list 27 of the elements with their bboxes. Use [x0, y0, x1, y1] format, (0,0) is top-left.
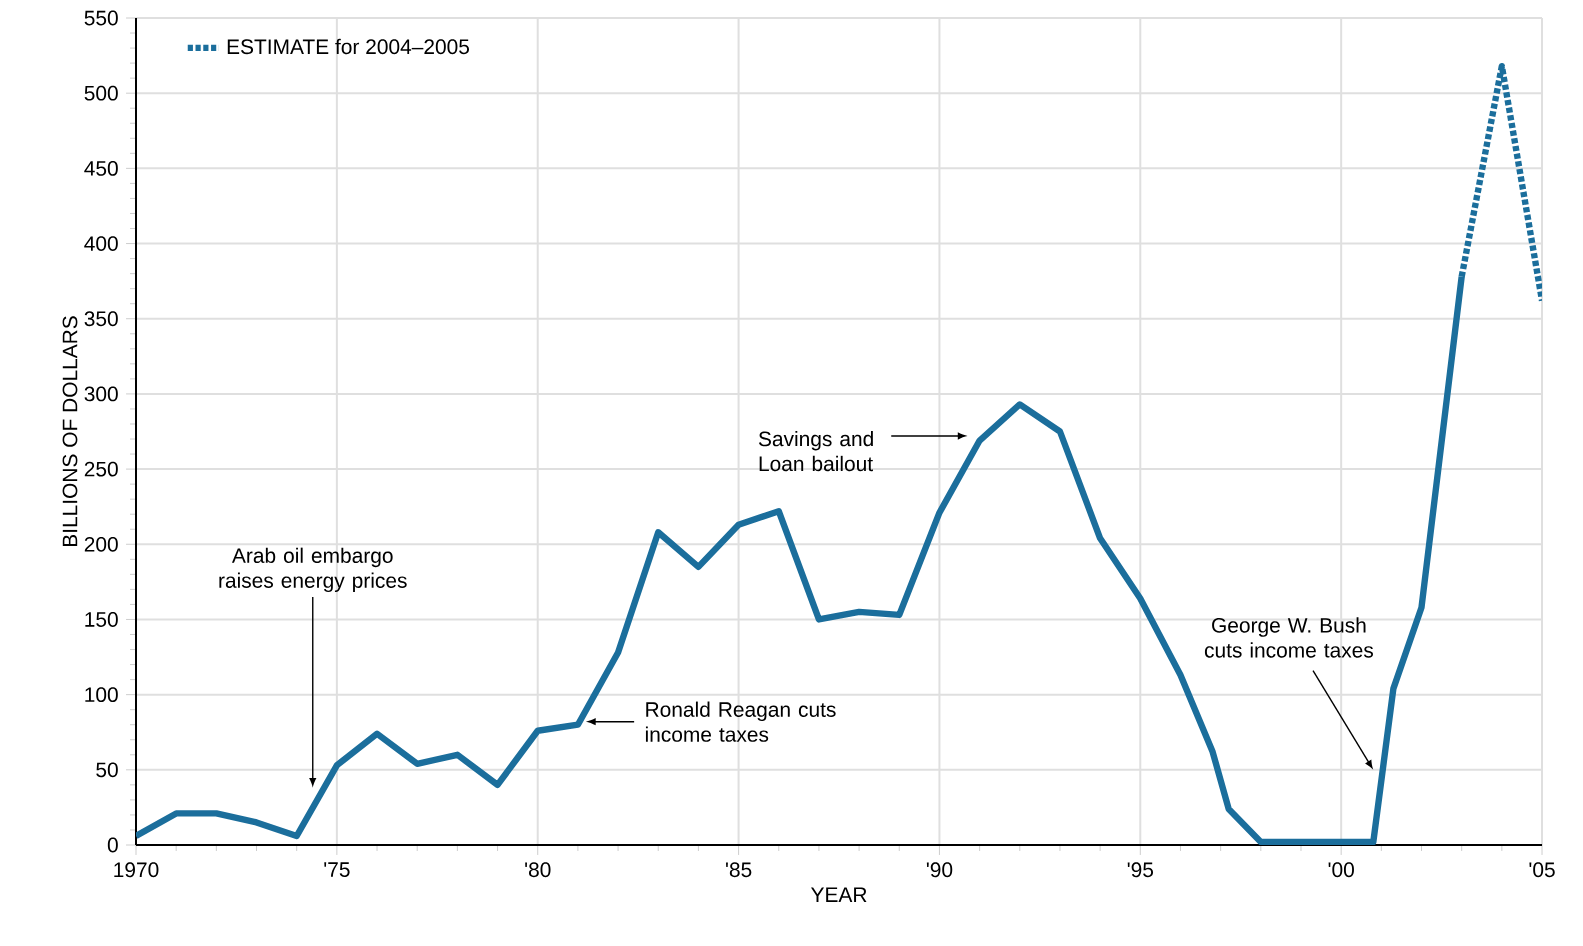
y-tick-label: 300: [84, 386, 118, 402]
legend-label: ESTIMATE for 2004–2005: [227, 38, 470, 55]
annotation: Savings and Loan bailout: [758, 430, 873, 472]
x-tick-label: '00: [1328, 862, 1354, 878]
y-tick-label: 50: [96, 762, 118, 778]
y-tick-label: 400: [84, 236, 118, 251]
annotation: Arab oil embargo raises energy prices: [219, 547, 407, 593]
y-tick-label: 250: [84, 461, 118, 477]
y-tick-label: 150: [85, 612, 118, 627]
y-tick-label: 100: [85, 687, 118, 703]
annotation: Ronald Reagan cuts income taxes: [645, 701, 836, 742]
x-tick-label: '90: [926, 862, 953, 878]
x-tick-label: '95: [1127, 862, 1154, 878]
y-tick-label: 450: [84, 160, 118, 176]
x-tick-label: '75: [324, 862, 350, 877]
x-tick-label: '80: [525, 862, 551, 878]
x-tick-label: 1970: [114, 862, 159, 878]
x-tick-label: '05: [1529, 862, 1555, 878]
y-axis-title: BILLIONS OF DOLLARS: [62, 316, 78, 547]
annotation: George W. Bush cuts income taxes: [1204, 617, 1374, 658]
y-tick-label: 500: [84, 85, 118, 101]
x-axis-title: YEAR: [810, 887, 867, 902]
y-tick-label: 550: [84, 10, 118, 26]
y-tick-label: 350: [84, 311, 118, 327]
y-tick-label: 0: [107, 837, 118, 853]
x-tick-label: '85: [726, 862, 752, 878]
y-tick-label: 200: [84, 536, 118, 552]
